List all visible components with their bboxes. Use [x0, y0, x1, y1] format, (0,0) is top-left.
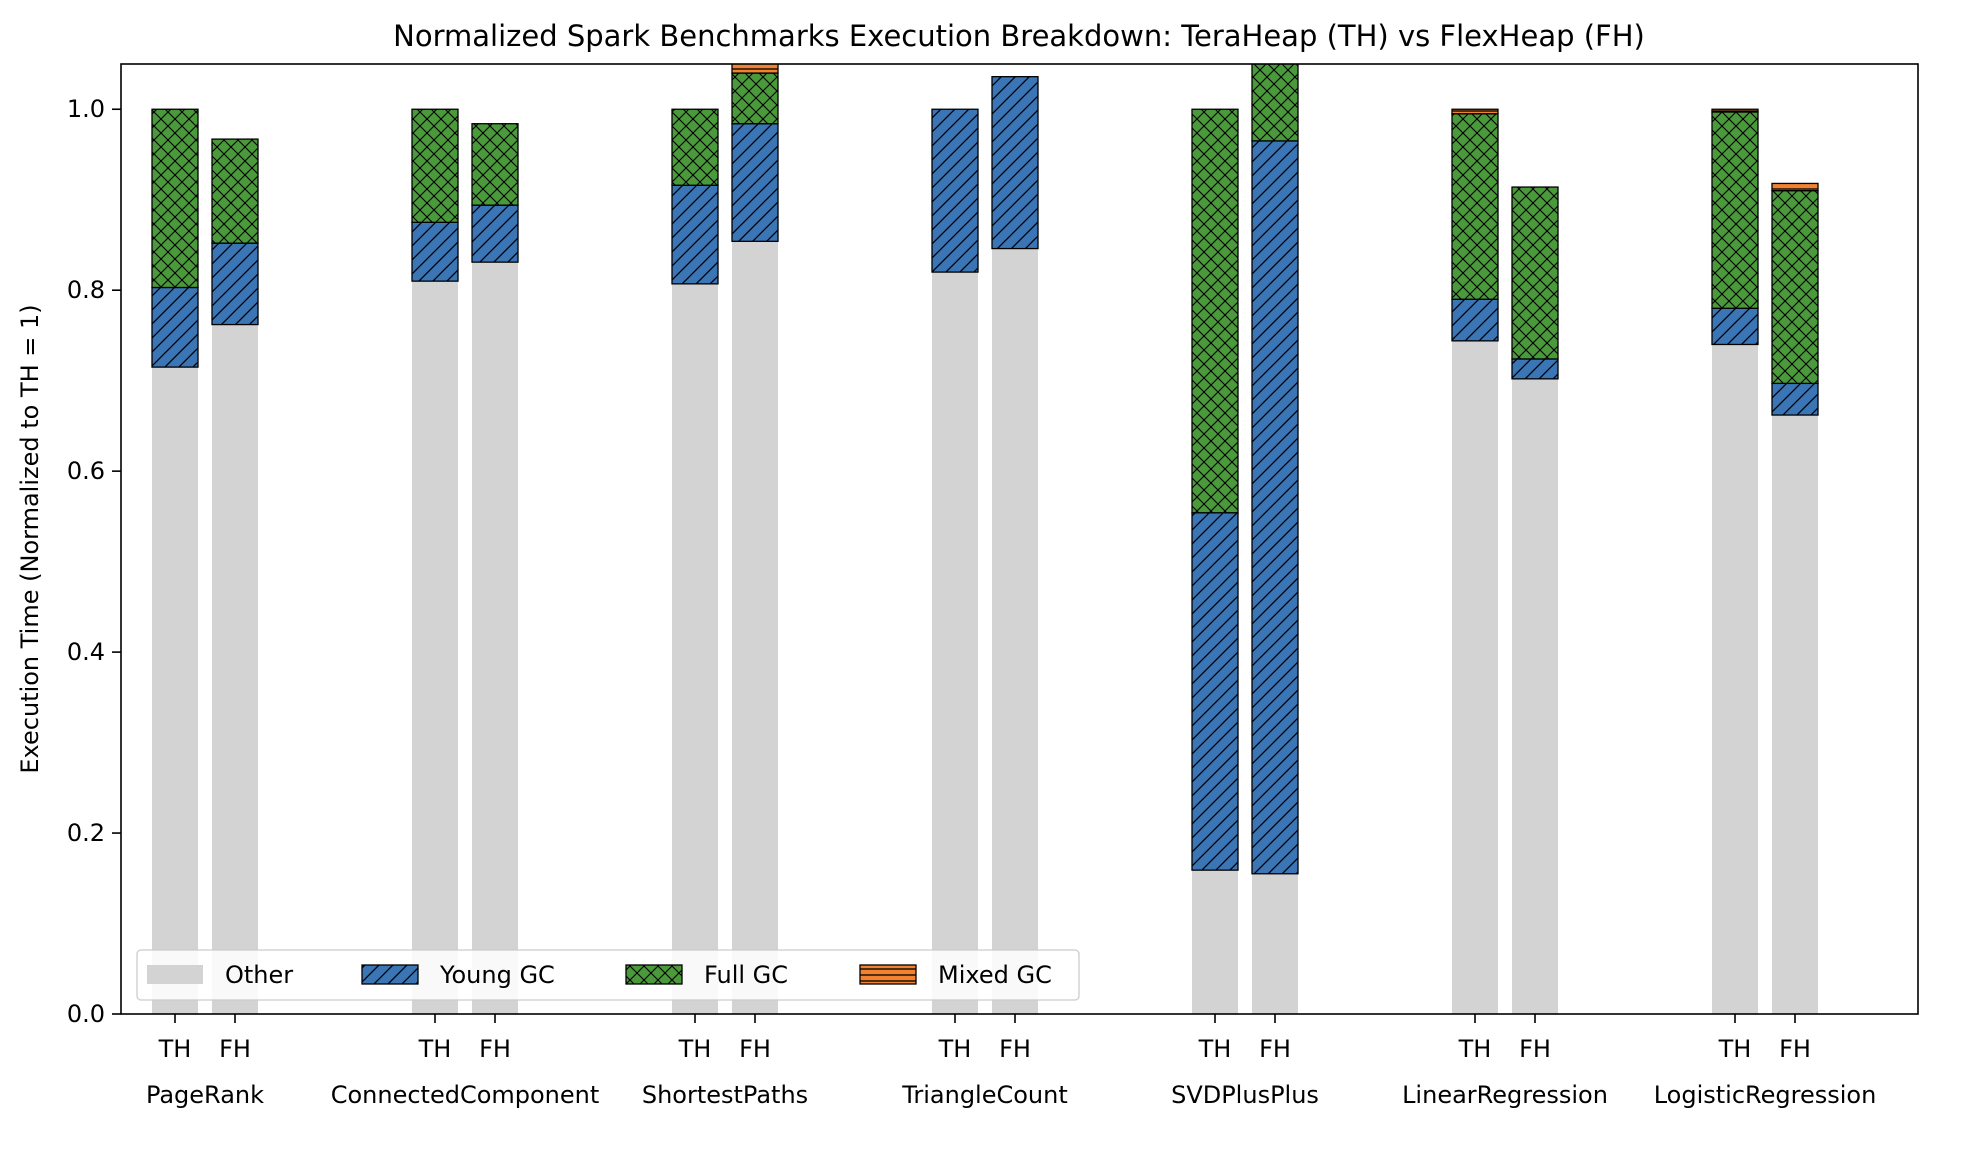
bar-logisticregression-th-mixed-gc — [1711, 108, 1759, 113]
bar-trianglecount-fh-young-gc — [991, 76, 1039, 250]
x-tick-label-fh: FH — [739, 1035, 771, 1063]
y-tick-label: 0.0 — [67, 1000, 105, 1028]
bar-svdplusplus-fh-young-gc — [1251, 140, 1299, 875]
category-label-pagerank: PageRank — [146, 1081, 264, 1109]
bar-logisticregression-th-full-gc — [1711, 111, 1759, 309]
bar-logisticregression-fh-other — [1772, 415, 1818, 1014]
bar-logisticregression-fh-full-gc — [1771, 190, 1819, 385]
x-tick-label-th: TH — [158, 1035, 192, 1063]
legend-entry-young-gc: Young GC — [361, 961, 555, 989]
bar-shortestpaths-fh-other — [732, 241, 778, 1014]
x-tick-label-fh: FH — [999, 1035, 1031, 1063]
y-axis-label: Execution Time (Normalized to TH = 1) — [16, 304, 44, 773]
bar-connectedcomponent-th-full-gc — [411, 108, 459, 223]
bar-logisticregression-th-other — [1712, 344, 1758, 1014]
legend-label: Young GC — [439, 961, 555, 989]
bar-logisticregression-fh-young-gc — [1771, 382, 1819, 416]
legend-label: Mixed GC — [938, 961, 1052, 989]
bar-svdplusplus-th-young-gc — [1191, 512, 1239, 871]
x-tick-label-th: TH — [1718, 1035, 1752, 1063]
bar-connectedcomponent-fh-other — [472, 262, 518, 1014]
x-tick-label-fh: FH — [1259, 1035, 1291, 1063]
bar-trianglecount-fh-other — [992, 248, 1038, 1014]
bar-shortestpaths-fh-full-gc — [731, 72, 779, 125]
legend-frame — [136, 949, 1080, 1001]
category-label-shortestpaths: ShortestPaths — [642, 1081, 808, 1109]
x-tick-label-th: TH — [1198, 1035, 1232, 1063]
y-tick-label: 0.4 — [67, 638, 105, 666]
bar-shortestpaths-fh-young-gc — [731, 123, 779, 242]
bar-connectedcomponent-th-young-gc — [411, 221, 459, 282]
bar-pagerank-th-young-gc — [151, 286, 199, 368]
bar-linearregression-th-full-gc — [1451, 113, 1499, 300]
bar-svdplusplus-fh-full-gc — [1251, 64, 1299, 142]
category-label-logisticregression: LogisticRegression — [1654, 1081, 1877, 1109]
chart-title: Normalized Spark Benchmarks Execution Br… — [393, 19, 1645, 53]
category-label-connectedcomponent: ConnectedComponent — [331, 1081, 600, 1109]
x-tick-label-th: TH — [678, 1035, 712, 1063]
bar-shortestpaths-th-young-gc — [671, 184, 719, 285]
x-tick-label-th: TH — [938, 1035, 972, 1063]
bar-linearregression-fh-young-gc — [1511, 358, 1559, 380]
bar-svdplusplus-fh-other — [1252, 873, 1298, 1014]
legend-swatch — [147, 965, 203, 984]
x-tick-label-fh: FH — [219, 1035, 251, 1063]
category-label-svdplusplus: SVDPlusPlus — [1171, 1081, 1319, 1109]
bar-linearregression-th-mixed-gc — [1451, 108, 1499, 115]
x-tick-label-fh: FH — [1779, 1035, 1811, 1063]
bar-pagerank-th-full-gc — [151, 108, 199, 289]
category-label-linearregression: LinearRegression — [1402, 1081, 1608, 1109]
y-tick-label: 0.8 — [67, 276, 105, 304]
x-axis: TH FH PageRank TH FH ConnectedComponent TH FH Sh… — [146, 1014, 1876, 1109]
bars-layer — [151, 64, 1819, 1014]
bar-logisticregression-fh-mixed-gc — [1771, 182, 1819, 192]
x-tick-label-fh: FH — [479, 1035, 511, 1063]
bar-connectedcomponent-fh-full-gc — [471, 123, 519, 206]
y-tick-label: 0.6 — [67, 457, 105, 485]
x-tick-label-fh: FH — [1519, 1035, 1551, 1063]
bar-svdplusplus-th-full-gc — [1191, 108, 1239, 514]
bar-pagerank-fh-other — [212, 324, 258, 1014]
bar-pagerank-fh-young-gc — [211, 242, 259, 326]
bar-connectedcomponent-fh-young-gc — [471, 204, 519, 263]
y-axis: 0.0 0.2 0.4 0.6 0.8 1.0 — [67, 95, 121, 1028]
y-tick-label: 0.2 — [67, 819, 105, 847]
bar-logisticregression-th-young-gc — [1711, 307, 1759, 346]
category-label-trianglecount: TriangleCount — [901, 1081, 1068, 1109]
bar-linearregression-fh-full-gc — [1511, 186, 1559, 360]
legend: Other Young GC Full GC Mixed GC — [136, 949, 1080, 1001]
legend-entry-full-gc: Full GC — [625, 961, 788, 989]
legend-label: Other — [225, 961, 293, 989]
bar-shortestpaths-fh-mixed-gc — [731, 64, 779, 74]
bar-pagerank-fh-full-gc — [211, 138, 259, 244]
bar-svdplusplus-th-other — [1192, 870, 1238, 1014]
legend-label: Full GC — [704, 961, 788, 989]
bar-connectedcomponent-th-other — [412, 281, 458, 1014]
bar-linearregression-fh-other — [1512, 378, 1558, 1014]
bar-linearregression-th-other — [1452, 340, 1498, 1014]
plot-frame — [120, 63, 1919, 1015]
bar-trianglecount-th-other — [932, 272, 978, 1014]
bar-pagerank-th-other — [152, 367, 198, 1014]
bar-linearregression-th-young-gc — [1451, 298, 1499, 342]
bar-shortestpaths-th-full-gc — [671, 108, 719, 186]
bar-trianglecount-th-young-gc — [931, 108, 979, 273]
x-tick-label-th: TH — [418, 1035, 452, 1063]
bar-shortestpaths-th-other — [672, 283, 718, 1014]
x-tick-label-th: TH — [1458, 1035, 1492, 1063]
legend-entry-mixed-gc: Mixed GC — [859, 961, 1052, 989]
y-tick-label: 1.0 — [67, 95, 105, 123]
legend-entry-other: Other — [147, 961, 293, 989]
